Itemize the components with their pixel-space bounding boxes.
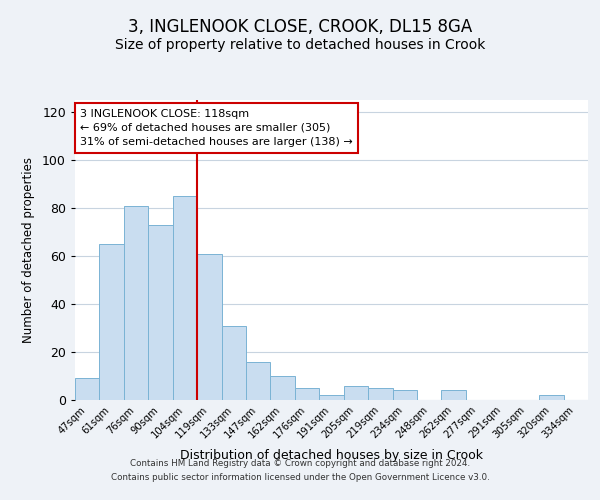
Bar bbox=[148, 225, 173, 400]
Bar bbox=[539, 395, 563, 400]
Bar bbox=[100, 244, 124, 400]
Text: 3 INGLENOOK CLOSE: 118sqm
← 69% of detached houses are smaller (305)
31% of semi: 3 INGLENOOK CLOSE: 118sqm ← 69% of detac… bbox=[80, 109, 353, 147]
Text: Contains HM Land Registry data © Crown copyright and database right 2024.: Contains HM Land Registry data © Crown c… bbox=[130, 460, 470, 468]
Bar bbox=[442, 390, 466, 400]
Bar bbox=[319, 395, 344, 400]
Bar bbox=[197, 254, 221, 400]
Bar bbox=[368, 388, 392, 400]
Bar bbox=[221, 326, 246, 400]
Bar bbox=[173, 196, 197, 400]
Y-axis label: Number of detached properties: Number of detached properties bbox=[22, 157, 35, 343]
Text: Contains public sector information licensed under the Open Government Licence v3: Contains public sector information licen… bbox=[110, 473, 490, 482]
Bar bbox=[124, 206, 148, 400]
Text: 3, INGLENOOK CLOSE, CROOK, DL15 8GA: 3, INGLENOOK CLOSE, CROOK, DL15 8GA bbox=[128, 18, 472, 36]
Text: Size of property relative to detached houses in Crook: Size of property relative to detached ho… bbox=[115, 38, 485, 52]
X-axis label: Distribution of detached houses by size in Crook: Distribution of detached houses by size … bbox=[180, 449, 483, 462]
Bar bbox=[295, 388, 319, 400]
Bar bbox=[392, 390, 417, 400]
Bar bbox=[271, 376, 295, 400]
Bar bbox=[75, 378, 100, 400]
Bar bbox=[344, 386, 368, 400]
Bar bbox=[246, 362, 271, 400]
